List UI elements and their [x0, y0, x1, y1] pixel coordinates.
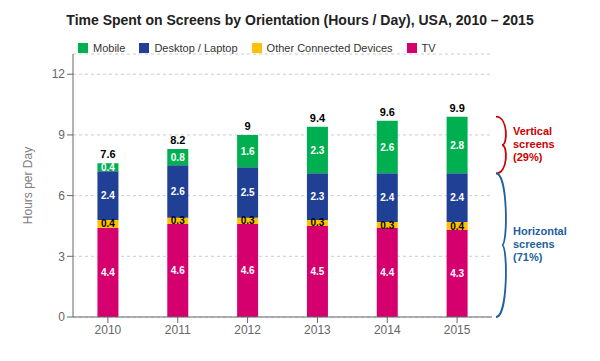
svg-text:2015: 2015: [444, 323, 471, 337]
svg-text:9.6: 9.6: [380, 106, 395, 118]
svg-text:9: 9: [245, 120, 251, 132]
svg-text:2.3: 2.3: [310, 191, 324, 202]
svg-text:9.9: 9.9: [449, 102, 464, 114]
svg-text:4.6: 4.6: [241, 265, 255, 276]
html-text:Time Spent on Screens by Orien: Time Spent on Screens by Orientation (Ho…: [66, 12, 534, 28]
svg-text:12: 12: [52, 67, 66, 81]
svg-text:1.6: 1.6: [241, 146, 255, 157]
svg-text:0.3: 0.3: [241, 215, 255, 226]
svg-text:9.4: 9.4: [310, 112, 326, 124]
svg-text:0.8: 0.8: [171, 152, 185, 163]
svg-text:2.8: 2.8: [450, 140, 464, 151]
svg-text:Horizontalscreens(71%): Horizontalscreens(71%): [513, 225, 567, 263]
html-text:Desktop / Laptop: Desktop / Laptop: [154, 42, 238, 54]
svg-text:4.6: 4.6: [171, 265, 185, 276]
svg-text:3: 3: [58, 250, 65, 264]
svg-text:2.4: 2.4: [450, 192, 464, 203]
html-text:Other Connected Devices: Other Connected Devices: [266, 42, 393, 54]
svg-text:2.5: 2.5: [241, 187, 255, 198]
html-text:TV: TV: [421, 42, 436, 54]
svg-text:2.6: 2.6: [380, 142, 394, 153]
svg-text:0.3: 0.3: [380, 220, 394, 231]
svg-text:4.5: 4.5: [310, 266, 324, 277]
svg-text:9: 9: [58, 128, 65, 142]
svg-text:Verticalscreens(29%): Verticalscreens(29%): [513, 125, 555, 163]
svg-text:0: 0: [58, 310, 65, 324]
svg-text:4.4: 4.4: [101, 267, 115, 278]
svg-text:2.3: 2.3: [310, 145, 324, 156]
svg-text:0.4: 0.4: [101, 218, 115, 229]
svg-text:0.3: 0.3: [310, 217, 324, 228]
svg-text:2012: 2012: [234, 323, 261, 337]
svg-text:4.4: 4.4: [380, 267, 394, 278]
svg-text:6: 6: [58, 189, 65, 203]
svg-text:0.3: 0.3: [171, 215, 185, 226]
svg-text:2.4: 2.4: [101, 190, 115, 201]
html-text:Mobile: Mobile: [93, 42, 126, 54]
svg-text:2011: 2011: [165, 323, 191, 337]
svg-text:Hours per Day: Hours per Day: [21, 147, 35, 224]
svg-text:0.4: 0.4: [101, 162, 115, 173]
svg-text:0.4: 0.4: [450, 221, 464, 232]
svg-text:8.2: 8.2: [170, 134, 185, 146]
svg-text:2013: 2013: [304, 323, 331, 337]
svg-text:2014: 2014: [374, 323, 401, 337]
svg-text:4.3: 4.3: [450, 268, 464, 279]
svg-text:7.6: 7.6: [100, 148, 115, 160]
svg-text:2010: 2010: [95, 323, 122, 337]
svg-text:2.6: 2.6: [171, 186, 185, 197]
svg-text:2.4: 2.4: [380, 192, 394, 203]
